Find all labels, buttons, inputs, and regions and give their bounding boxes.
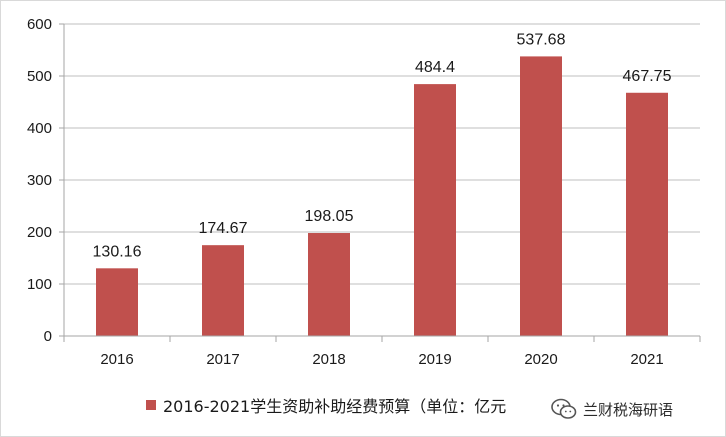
gridlines bbox=[64, 23, 700, 285]
data-label: 130.16 bbox=[93, 243, 142, 260]
y-tick-label: 400 bbox=[27, 120, 52, 137]
y-tick-label: 600 bbox=[27, 16, 52, 33]
wechat-icon bbox=[551, 398, 577, 419]
bar bbox=[308, 233, 350, 336]
y-tick-label: 500 bbox=[27, 68, 52, 85]
x-tick-label: 2019 bbox=[418, 351, 451, 368]
data-label: 484.4 bbox=[415, 59, 455, 76]
y-tick-label: 300 bbox=[27, 172, 52, 189]
axes bbox=[59, 23, 701, 342]
labels: 0 100 200 300 400 500 600 130.16 2016 174.67 2017 1… bbox=[27, 16, 672, 368]
bar bbox=[414, 84, 456, 336]
x-tick-label: 2018 bbox=[312, 351, 345, 368]
legend: 2016-2021学生资助补助经费预算（单位：亿元 bbox=[146, 396, 507, 416]
x-tick-label: 2016 bbox=[100, 351, 133, 368]
bar bbox=[202, 245, 244, 336]
data-label: 198.05 bbox=[305, 208, 354, 225]
bar bbox=[626, 92, 668, 337]
data-label: 174.67 bbox=[199, 220, 248, 237]
bars bbox=[96, 56, 668, 337]
bar bbox=[96, 268, 138, 336]
data-label: 467.75 bbox=[623, 68, 672, 85]
watermark-text: 兰财税海研语 bbox=[583, 400, 674, 419]
y-tick-label: 0 bbox=[44, 328, 52, 345]
x-tick-label: 2020 bbox=[524, 351, 557, 368]
bar bbox=[520, 56, 562, 336]
legend-swatch bbox=[146, 400, 156, 410]
x-tick-label: 2017 bbox=[206, 351, 239, 368]
y-tick-label: 100 bbox=[27, 276, 52, 293]
watermark: 兰财税海研语 bbox=[551, 392, 721, 426]
data-label: 537.68 bbox=[517, 31, 566, 48]
y-tick-label: 200 bbox=[27, 224, 52, 241]
x-tick-label: 2021 bbox=[630, 351, 663, 368]
legend-label: 2016-2021学生资助补助经费预算（单位：亿元 bbox=[163, 397, 507, 416]
